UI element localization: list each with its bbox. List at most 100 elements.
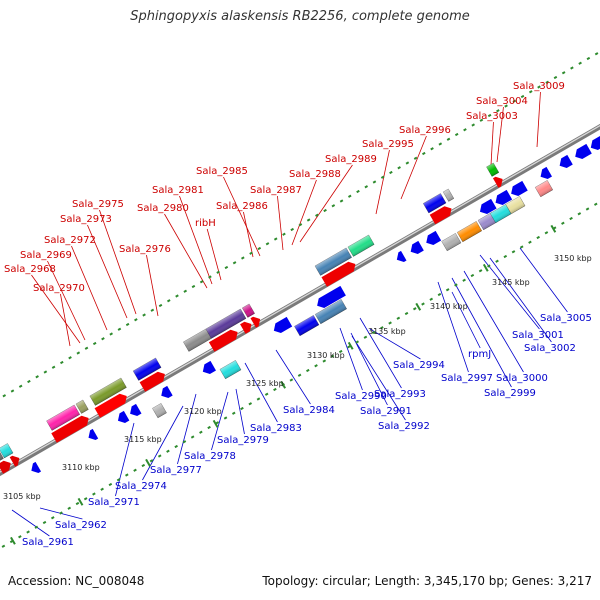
gene-label-forward[interactable]: Sala_2980 bbox=[137, 203, 189, 214]
gene-label-reverse[interactable]: Sala_3001 bbox=[512, 330, 564, 341]
gene-arrow-reverse[interactable] bbox=[314, 285, 346, 311]
gene-box-shade bbox=[89, 377, 127, 406]
gene-arrow-reverse[interactable] bbox=[572, 143, 592, 162]
minor-tick bbox=[18, 535, 22, 539]
gene-label-forward[interactable]: Sala_2969 bbox=[20, 250, 72, 261]
gene-label-reverse[interactable]: Sala_3002 bbox=[524, 343, 576, 354]
gene-label-forward[interactable]: Sala_3004 bbox=[476, 96, 528, 107]
gene-label-forward[interactable]: Sala_2981 bbox=[152, 185, 204, 196]
gene-arrow-reverse[interactable] bbox=[200, 360, 216, 377]
gene-arrow-reverse[interactable] bbox=[493, 189, 513, 208]
gene-label-reverse[interactable]: Sala_2983 bbox=[250, 423, 302, 434]
minor-tick bbox=[479, 118, 484, 122]
gene-label-forward[interactable]: Sala_2970 bbox=[33, 283, 85, 294]
gene-label-reverse[interactable]: rpmJ bbox=[468, 349, 491, 360]
gene-label-reverse[interactable]: Sala_2984 bbox=[283, 405, 335, 416]
gene-label-forward[interactable]: Sala_3003 bbox=[466, 111, 518, 122]
gene-label-reverse[interactable]: Sala_2974 bbox=[115, 481, 167, 492]
leader-line-forward bbox=[291, 179, 317, 246]
gene-arrow-forward[interactable] bbox=[139, 369, 168, 392]
gene-arrow-reverse[interactable] bbox=[588, 134, 600, 153]
gene-label-forward[interactable]: Sala_2976 bbox=[119, 244, 171, 255]
gene-arrow-reverse[interactable] bbox=[557, 154, 573, 171]
gene-label-reverse[interactable]: Sala_2977 bbox=[150, 465, 202, 476]
gene-arrow-reverse[interactable] bbox=[408, 240, 424, 257]
gene-label-forward[interactable]: Sala_2987 bbox=[250, 185, 302, 196]
gene-arrow-forward[interactable] bbox=[492, 174, 505, 188]
gene-arrow-reverse[interactable] bbox=[29, 461, 42, 476]
gene-arrow-reverse[interactable] bbox=[538, 166, 552, 182]
gene-label-reverse[interactable]: Sala_2999 bbox=[484, 388, 536, 399]
gene-label-reverse[interactable]: Sala_2992 bbox=[378, 421, 430, 432]
gene-arrow-reverse[interactable] bbox=[424, 230, 442, 248]
leader-line-forward bbox=[31, 274, 81, 344]
gene-arrow-forward[interactable] bbox=[94, 391, 130, 418]
gene-box-shade bbox=[423, 193, 447, 213]
gene-label-forward[interactable]: Sala_2985 bbox=[196, 166, 248, 177]
minor-tick bbox=[190, 435, 195, 439]
minor-tick bbox=[158, 303, 163, 308]
minor-tick bbox=[586, 56, 591, 61]
minor-tick bbox=[1, 544, 6, 548]
leader-line-forward bbox=[277, 195, 284, 251]
minor-tick bbox=[585, 207, 590, 211]
gene-arrow-forward[interactable] bbox=[321, 259, 358, 287]
gene-box-shade bbox=[314, 247, 352, 276]
gene-arrow-reverse[interactable] bbox=[271, 316, 293, 336]
gene-label-forward[interactable]: Sala_2968 bbox=[4, 264, 56, 275]
gene-arrow-forward[interactable] bbox=[51, 413, 91, 443]
leader-line-reverse bbox=[489, 257, 552, 343]
gene-label-forward[interactable]: Sala_2989 bbox=[325, 154, 377, 165]
gene-arrow-reverse[interactable] bbox=[159, 385, 173, 401]
gene-arrow-forward[interactable] bbox=[208, 327, 240, 352]
minor-tick bbox=[520, 94, 525, 99]
gene-label-reverse[interactable]: Sala_2994 bbox=[393, 360, 445, 371]
gene-label-forward[interactable]: Sala_2988 bbox=[289, 169, 341, 180]
tick-labels: 3105 kbp 3110 kbp 3115 kbp 3120 kbp 3125 kbp… bbox=[3, 254, 592, 501]
gene-arrow-forward[interactable] bbox=[0, 458, 13, 474]
gene-label-forward[interactable]: ribH bbox=[195, 218, 216, 229]
gene-label-forward[interactable]: Sala_3009 bbox=[513, 81, 565, 92]
minor-tick bbox=[396, 316, 401, 320]
leader-line-reverse bbox=[211, 391, 229, 451]
gene-arrow-forward[interactable] bbox=[240, 319, 254, 334]
gene-label-reverse[interactable]: Sala_3005 bbox=[540, 313, 592, 324]
gene-label-reverse[interactable]: Sala_2978 bbox=[184, 451, 236, 462]
gene-label-forward[interactable]: Sala_2972 bbox=[44, 235, 96, 246]
gene-label-reverse[interactable]: Sala_2990 bbox=[335, 391, 387, 402]
gene-arrow-reverse[interactable] bbox=[477, 198, 497, 217]
gene-label-reverse[interactable]: Sala_2979 bbox=[217, 435, 269, 446]
minor-tick bbox=[577, 212, 582, 216]
gene-label-reverse[interactable]: Sala_3000 bbox=[496, 373, 548, 384]
minor-tick bbox=[405, 161, 410, 165]
gene-label-forward[interactable]: Sala_2973 bbox=[60, 214, 112, 225]
gene-arrow-reverse[interactable] bbox=[127, 403, 142, 419]
gene-label-forward[interactable]: Sala_2975 bbox=[72, 199, 124, 210]
gene-label-reverse[interactable]: Sala_2961 bbox=[22, 537, 74, 548]
minor-tick bbox=[117, 327, 122, 331]
gene-label-reverse[interactable]: Sala_2993 bbox=[374, 389, 426, 400]
leader-line-forward bbox=[179, 195, 213, 285]
gene-arrow-reverse[interactable] bbox=[508, 180, 528, 199]
gene-label-forward[interactable]: Sala_2995 bbox=[362, 139, 414, 150]
minor-tick bbox=[191, 284, 196, 289]
gene-label-reverse[interactable]: Sala_2962 bbox=[55, 520, 107, 531]
gene-arrow-reverse[interactable] bbox=[394, 250, 407, 265]
gene-box-forward[interactable] bbox=[0, 448, 4, 466]
gene-arrow-reverse[interactable] bbox=[115, 410, 130, 426]
gene-label-reverse[interactable]: Sala_2997 bbox=[441, 373, 493, 384]
gene-arrow-forward[interactable] bbox=[9, 453, 22, 467]
gene-arrow-forward[interactable] bbox=[250, 314, 262, 328]
gene-label-forward[interactable]: Sala_2996 bbox=[399, 125, 451, 136]
gene-arrow-reverse[interactable] bbox=[86, 428, 99, 443]
minor-tick bbox=[264, 392, 269, 396]
minor-tick bbox=[338, 349, 343, 354]
gene-arrow-forward[interactable] bbox=[429, 204, 455, 225]
map-title: Sphingopyxis alaskensis RB2256, complete… bbox=[130, 9, 470, 24]
minor-tick bbox=[232, 261, 237, 265]
gene-label-forward[interactable]: Sala_2986 bbox=[216, 201, 268, 212]
tick-label: 3140 kbp bbox=[430, 302, 468, 311]
gene-label-reverse[interactable]: Sala_2971 bbox=[88, 497, 140, 508]
gene-label-reverse[interactable]: Sala_2991 bbox=[360, 406, 412, 417]
minor-tick bbox=[27, 379, 31, 384]
